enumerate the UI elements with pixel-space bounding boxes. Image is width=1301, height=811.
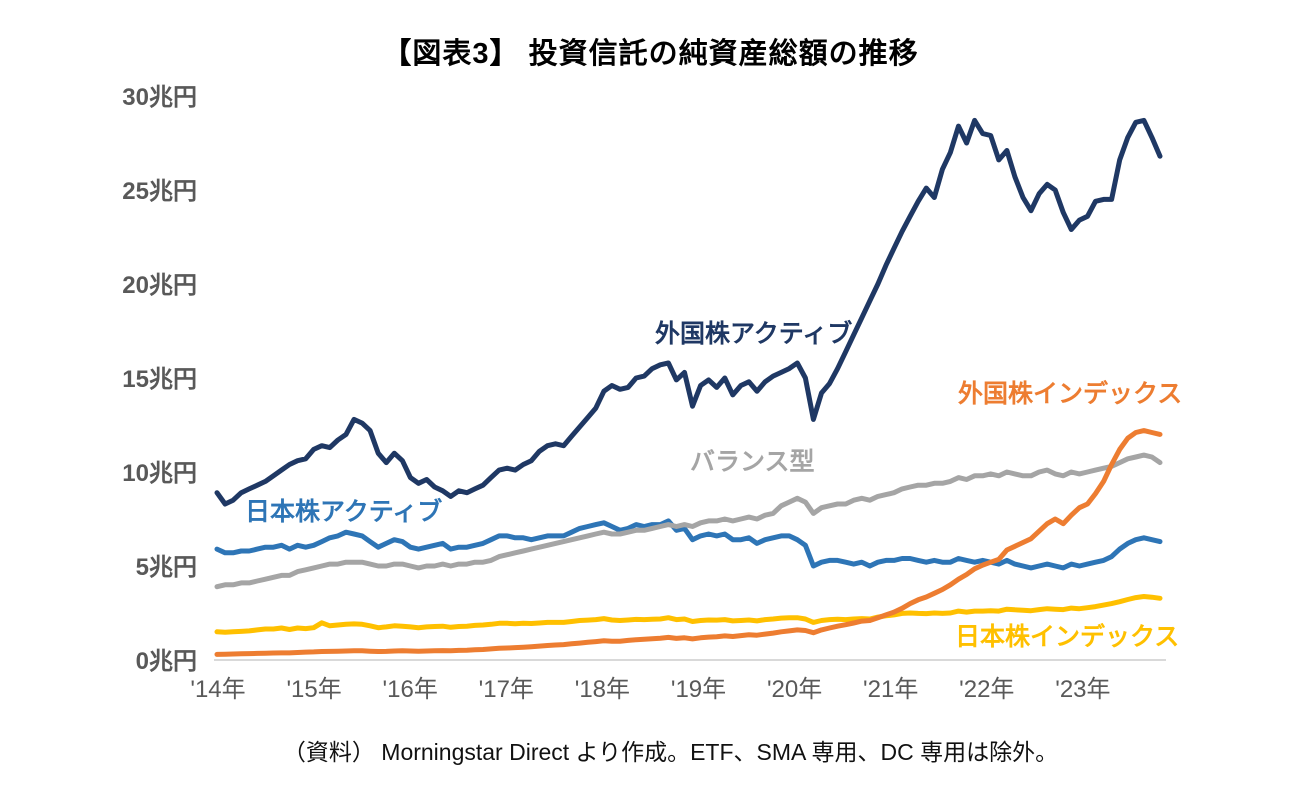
x-axis-labels: '14年 '15年 '16年 '17年 '18年 '19年 '20年 '21年 '22年 '23年 xyxy=(190,676,1110,703)
x-axis-tick-label: '17年 xyxy=(479,676,534,703)
x-axis-tick-label: '18年 xyxy=(575,676,630,703)
series-label-balanced: バランス型 xyxy=(690,448,815,476)
x-axis-tick-label: '23年 xyxy=(1055,676,1110,703)
series-line-foreign-stock-index xyxy=(214,428,1163,657)
series-line-balanced xyxy=(214,452,1163,590)
series-line-japan-stock-active xyxy=(214,518,1163,571)
series-label-foreign-stock-active: 外国株アクティブ xyxy=(655,319,852,348)
y-axis-tick-label: 5兆円 xyxy=(136,554,197,581)
x-axis-tick-label: '19年 xyxy=(671,676,726,703)
x-axis-tick-label: '14年 xyxy=(190,676,245,703)
y-axis-tick-label: 10兆円 xyxy=(122,460,197,487)
y-axis-tick-label: 0兆円 xyxy=(136,648,197,675)
series-line-japan-stock-index xyxy=(214,594,1163,635)
series-label-japan-stock-index: 日本株インデックス xyxy=(955,622,1179,651)
x-axis-tick-label: '15年 xyxy=(286,676,341,703)
y-axis-tick-label: 20兆円 xyxy=(122,272,197,299)
x-axis-tick-label: '22年 xyxy=(959,676,1014,703)
series-label-foreign-stock-index: 外国株インデックス xyxy=(958,379,1182,408)
source-note: （資料） Morningstar Direct より作成。ETF、SMA 専用、… xyxy=(282,739,1059,765)
chart-title: 【図表3】 投資信託の純資産総額の推移 xyxy=(382,38,919,70)
x-axis-tick-label: '16年 xyxy=(383,676,438,703)
y-axis-tick-label: 15兆円 xyxy=(122,366,197,393)
x-axis-tick-label: '21年 xyxy=(863,676,918,703)
y-axis-tick-label: 30兆円 xyxy=(122,84,197,111)
y-axis-labels: 0兆円 5兆円 10兆円 15兆円 20兆円 25兆円 30兆円 xyxy=(122,84,197,675)
series-line-foreign-stock-active xyxy=(214,117,1163,507)
series-lines xyxy=(214,117,1163,657)
series-label-japan-stock-active: 日本株アクティブ xyxy=(245,497,442,526)
y-axis-tick-label: 25兆円 xyxy=(122,178,197,205)
x-axis-tick-label: '20年 xyxy=(767,676,822,703)
